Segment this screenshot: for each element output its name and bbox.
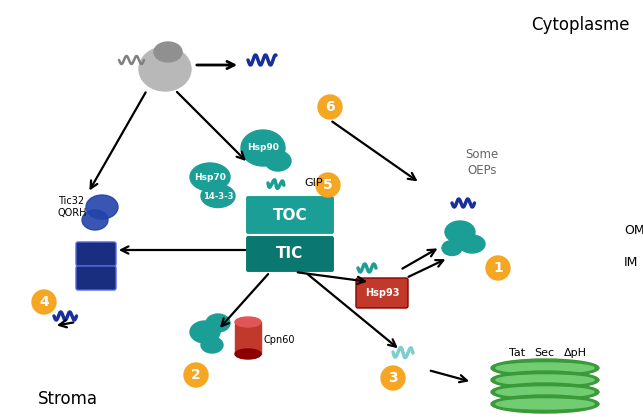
Text: 6: 6 (325, 100, 335, 114)
Text: Tat: Tat (509, 348, 525, 358)
Text: Some
OEPs: Some OEPs (466, 148, 498, 176)
Circle shape (318, 95, 342, 119)
Ellipse shape (496, 375, 594, 385)
Ellipse shape (496, 363, 594, 373)
FancyBboxPatch shape (245, 195, 335, 235)
Ellipse shape (491, 371, 599, 389)
Text: Cpn60: Cpn60 (264, 335, 296, 345)
Circle shape (316, 173, 340, 197)
Text: 5: 5 (323, 178, 333, 192)
Ellipse shape (442, 241, 462, 256)
Ellipse shape (491, 395, 599, 413)
Ellipse shape (496, 387, 594, 397)
Text: 2: 2 (191, 368, 201, 382)
Ellipse shape (201, 337, 223, 353)
Text: 3: 3 (388, 371, 398, 385)
Text: Stroma: Stroma (38, 390, 98, 408)
Text: Tic32
QORH: Tic32 QORH (58, 196, 87, 218)
Text: IM: IM (624, 256, 638, 269)
Text: TOC: TOC (273, 208, 307, 223)
Text: GIP: GIP (304, 178, 323, 188)
Ellipse shape (139, 47, 191, 91)
Circle shape (184, 363, 208, 387)
Text: OM: OM (624, 224, 643, 236)
Text: Hsp70: Hsp70 (194, 173, 226, 181)
Ellipse shape (265, 151, 291, 171)
FancyBboxPatch shape (76, 266, 116, 290)
Ellipse shape (496, 399, 594, 409)
FancyBboxPatch shape (245, 235, 335, 273)
FancyBboxPatch shape (76, 242, 116, 266)
Text: Hsp90: Hsp90 (247, 143, 279, 151)
Ellipse shape (201, 184, 235, 208)
Ellipse shape (459, 235, 485, 253)
Bar (235, 322, 261, 354)
Circle shape (381, 366, 405, 390)
Text: TIC: TIC (276, 246, 303, 261)
Ellipse shape (86, 195, 118, 219)
Ellipse shape (190, 321, 220, 343)
Circle shape (486, 256, 510, 280)
Ellipse shape (445, 221, 475, 243)
Text: Cytoplasme: Cytoplasme (530, 16, 629, 34)
Circle shape (32, 290, 56, 314)
Text: Sec: Sec (534, 348, 554, 358)
Text: Hsp93: Hsp93 (365, 288, 399, 298)
Ellipse shape (235, 349, 261, 359)
Text: 1: 1 (493, 261, 503, 275)
Text: 14-3-3: 14-3-3 (203, 191, 233, 201)
Ellipse shape (491, 383, 599, 401)
FancyBboxPatch shape (356, 278, 408, 308)
Text: ΔpH: ΔpH (563, 348, 586, 358)
Text: 4: 4 (39, 295, 49, 309)
Ellipse shape (82, 210, 108, 230)
Ellipse shape (241, 130, 285, 166)
Ellipse shape (491, 359, 599, 377)
Ellipse shape (235, 317, 261, 327)
Ellipse shape (154, 42, 182, 62)
Ellipse shape (190, 163, 230, 191)
Ellipse shape (206, 314, 230, 332)
